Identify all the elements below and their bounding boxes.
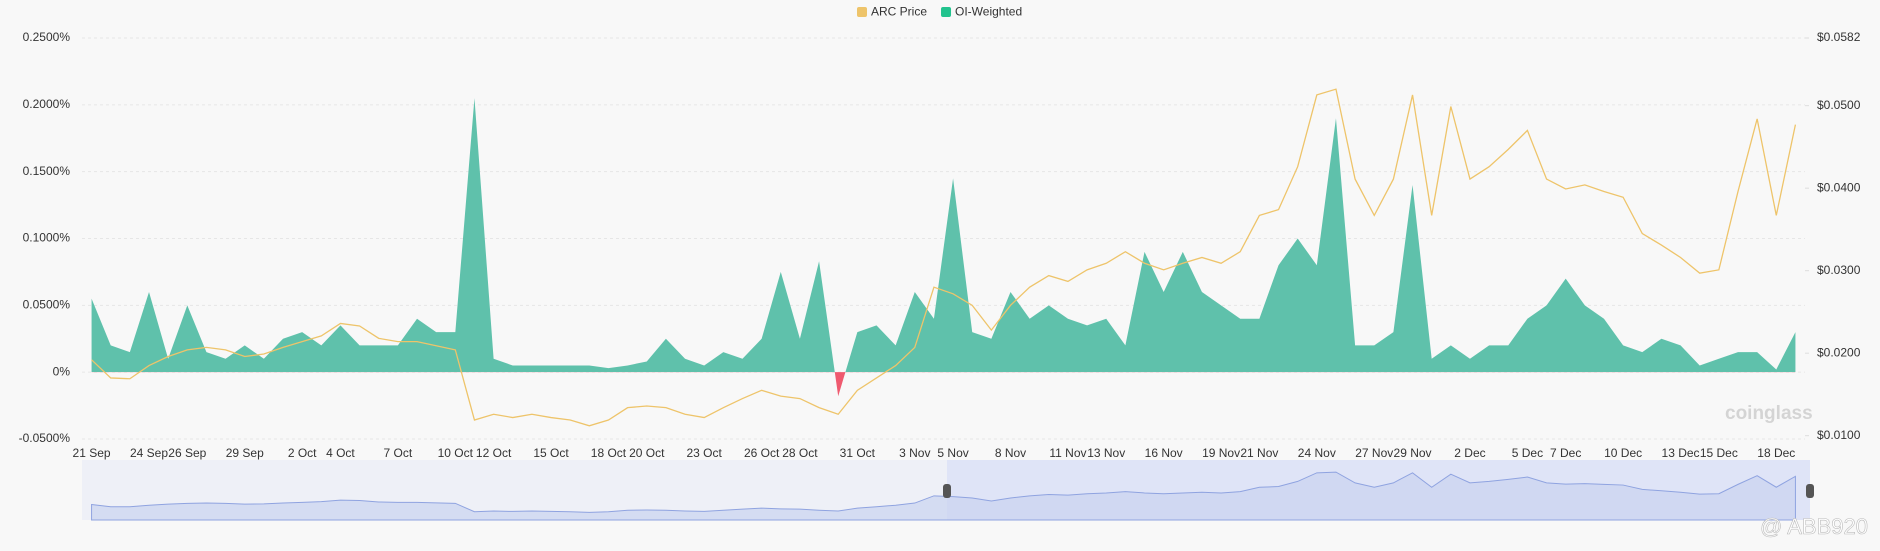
y-tick-label: -0.0500% [19, 431, 71, 445]
y-tick-label: 0% [53, 364, 71, 378]
y2-tick-label: $0.0400 [1817, 180, 1861, 194]
x-tick-label: 28 Oct [782, 446, 818, 460]
x-tick-label: 16 Nov [1145, 446, 1183, 460]
x-tick-label: 10 Dec [1604, 446, 1642, 460]
y-tick-label: 0.2500% [23, 30, 71, 44]
x-tick-label: 18 Dec [1757, 446, 1795, 460]
x-tick-label: 21 Sep [73, 446, 111, 460]
legend-label[interactable]: OI-Weighted [955, 5, 1022, 19]
x-tick-label: 24 Sep [130, 446, 168, 460]
x-tick-label: 2 Oct [288, 446, 317, 460]
watermark: coinglass [1725, 403, 1813, 424]
funding-area [91, 98, 1796, 397]
x-tick-label: 2 Dec [1454, 446, 1485, 460]
navigator-area [91, 471, 1796, 521]
x-tick-label: 15 Oct [533, 446, 569, 460]
x-tick-label: 11 Nov [1049, 446, 1086, 460]
x-tick-label: 15 Dec [1700, 446, 1738, 460]
x-tick-label: 27 Nov [1355, 446, 1393, 460]
navigator-handle[interactable] [943, 484, 951, 498]
y-tick-label: 0.1500% [23, 164, 71, 178]
x-tick-label: 8 Nov [995, 446, 1026, 460]
navigator-handle[interactable] [1806, 484, 1814, 498]
legend-label[interactable]: ARC Price [871, 5, 927, 19]
x-tick-label: 21 Nov [1240, 446, 1278, 460]
x-tick-label: 5 Dec [1512, 446, 1543, 460]
x-tick-label: 23 Oct [687, 446, 723, 460]
x-tick-label: 26 Oct [744, 446, 780, 460]
x-tick-label: 26 Sep [168, 446, 206, 460]
x-tick-label: 13 Dec [1662, 446, 1700, 460]
y2-tick-label: $0.0582 [1817, 30, 1861, 44]
x-tick-label: 29 Nov [1394, 446, 1432, 460]
x-tick-label: 20 Oct [629, 446, 665, 460]
x-tick-label: 5 Nov [937, 446, 968, 460]
x-tick-label: 18 Oct [591, 446, 627, 460]
x-tick-label: 19 Nov [1202, 446, 1240, 460]
x-tick-label: 3 Nov [899, 446, 930, 460]
x-tick-label: 31 Oct [840, 446, 876, 460]
x-tick-label: 12 Oct [476, 446, 512, 460]
y-tick-label: 0.2000% [23, 97, 71, 111]
x-tick-label: 7 Dec [1550, 446, 1581, 460]
y-tick-label: 0.0500% [23, 298, 71, 312]
x-tick-label: 24 Nov [1298, 446, 1336, 460]
x-tick-label: 4 Oct [326, 446, 355, 460]
y2-tick-label: $0.0200 [1817, 345, 1861, 359]
x-tick-label: 13 Nov [1087, 446, 1125, 460]
y2-tick-label: $0.0500 [1817, 98, 1861, 112]
x-tick-label: 29 Sep [226, 446, 264, 460]
x-tick-label: 7 Oct [384, 446, 413, 460]
price-line [91, 88, 1797, 427]
watermark: @ ABB920 [1760, 514, 1868, 539]
legend-swatch [941, 7, 952, 17]
y2-tick-label: $0.0100 [1817, 428, 1861, 442]
legend-swatch [857, 7, 867, 17]
y-tick-label: 0.1000% [23, 231, 71, 245]
y2-tick-label: $0.0300 [1817, 263, 1861, 277]
x-tick-label: 10 Oct [438, 446, 474, 460]
